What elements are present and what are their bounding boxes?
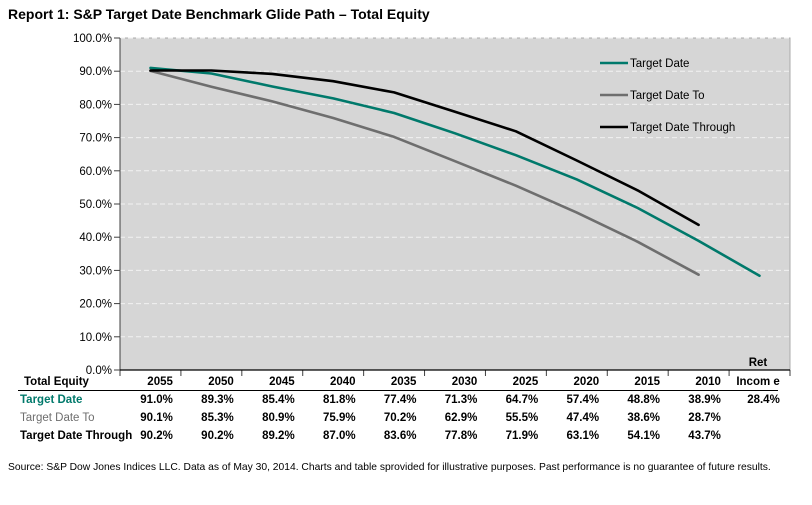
y-tick-label: 50.0% [79,199,112,211]
legend-label: Target Date Through [630,122,735,134]
glide-path-chart: 100.0% 90.0% 80.0% 70.0% 60.0% 50.0% 40.0% 30.0… [0,28,812,378]
table-value: 70.2% [383,412,417,424]
column-header-2010: 2010 [695,376,721,388]
table-value: 43.7% [688,430,721,442]
ret-income-header-line1: Ret [748,357,768,369]
legend-label: Target Date [630,58,689,70]
chart-canvas: 100.0% 90.0% 80.0% 70.0% 60.0% 50.0% 40.0% 30.0… [73,33,791,377]
table-value: 83.6% [383,430,417,442]
table-value: 85.4% [262,394,295,406]
row-label: Target Date [20,394,83,406]
column-header-2050: 2050 [208,376,234,388]
y-tick-label: 20.0% [79,299,112,311]
column-header-2020: 2020 [573,376,600,388]
table-value: 28.4% [747,394,780,406]
table-value: 90.1% [140,412,173,424]
column-header-2015: 2015 [634,376,661,388]
legend-label: Target Date To [630,90,705,102]
series-line-target-date [149,66,761,277]
row-label: Target Date Through [20,430,133,442]
source-note: Source: S&P Dow Jones Indices LLC. Data … [8,462,771,473]
table-value: 85.3% [201,412,234,424]
table-header-rule [18,390,778,391]
table-value: 77.4% [383,394,417,406]
table-value: 89.2% [262,430,295,442]
plot-area [119,37,791,371]
table-value: 81.8% [322,394,356,406]
column-header-2040: 2040 [329,376,356,388]
y-tick-label: 90.0% [79,66,112,78]
table-value: 47.4% [566,412,600,424]
table-value: 87.0% [322,430,356,442]
y-tick-label: 100.0% [73,33,112,45]
y-tick-label: 0.0% [86,365,112,377]
column-header-2025: 2025 [512,376,539,388]
table-value: 91.0% [140,394,173,406]
table-value: 90.2% [140,430,173,442]
table-value: 55.5% [505,412,539,424]
table-row: Target Date 91.0% 89.3% 85.4% 81.8% 77.4% 71.3… [0,391,812,409]
series-line-target-date-to [149,69,700,276]
table-value: 57.4% [566,394,600,406]
y-tick-label: 60.0% [79,166,112,178]
y-tick-label: 30.0% [79,265,112,277]
column-header-2030: 2030 [451,376,478,388]
table-value: 63.1% [566,430,600,442]
table-value: 64.7% [505,394,539,406]
total-equity-table: Total Equity 2055 2050 2045 2040 2035 2030 2025… [0,373,812,449]
table-row: Target Date To 90.1% 85.3% 80.9% 75.9% 70.2% 6… [0,409,812,427]
row-label: Target Date To [20,412,95,424]
table-value: 89.3% [201,394,234,406]
table-header-row: Total Equity 2055 2050 2045 2040 2035 2030 2025… [0,373,812,391]
table-value: 54.1% [627,430,661,442]
table-value: 38.9% [688,394,721,406]
table-value: 77.8% [444,430,478,442]
y-tick-label: 70.0% [79,133,112,145]
column-header-2045: 2045 [269,376,295,388]
table-value: 90.2% [201,430,234,442]
y-tick-label: 10.0% [79,332,112,344]
table-row: Target Date Through 90.2% 90.2% 89.2% 87.0% 8… [0,427,812,445]
column-header-2055: 2055 [147,376,173,388]
table-value: 71.3% [444,394,478,406]
table-value: 71.9% [505,430,539,442]
table-value: 62.9% [444,412,478,424]
table-value: 38.6% [627,412,661,424]
table-value: 75.9% [322,412,356,424]
column-header-ret-income: Incom e [736,376,780,388]
table-corner-label: Total Equity [24,376,89,388]
table-value: 28.7% [688,412,721,424]
column-header-2035: 2035 [390,376,417,388]
y-tick-label: 80.0% [79,99,112,111]
table-value: 48.8% [627,394,661,406]
report-title: Report 1: S&P Target Date Benchmark Glid… [8,6,430,22]
y-tick-label: 40.0% [79,232,112,244]
table-value: 80.9% [262,412,295,424]
series-line-target-date-through [149,69,700,227]
